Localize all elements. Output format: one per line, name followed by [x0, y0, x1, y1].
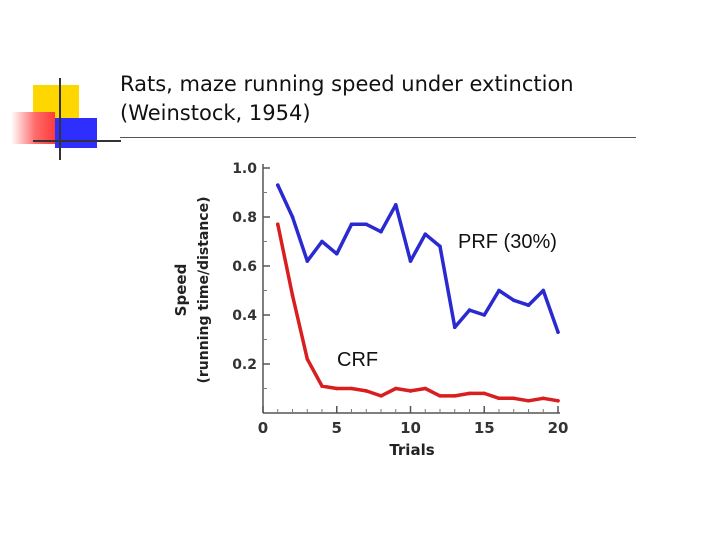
prf-data-point: [467, 308, 472, 312]
crf-data-point: [541, 396, 546, 401]
crf-data-point: [393, 386, 398, 391]
crf-data-point: [467, 391, 472, 396]
chart-axes: 0.2 0.4 0.6 0.8 1.0 0 5 10 15 20: [232, 161, 568, 437]
prf-data-point: [290, 215, 295, 219]
deco-horizontal-line: [33, 140, 121, 142]
deco-red-square: [11, 112, 55, 144]
chart-series: [275, 183, 560, 403]
crf-data-point: [482, 391, 487, 396]
crf-series-line: [276, 222, 560, 403]
crf-data-point: [438, 394, 442, 398]
crf-data-point: [290, 293, 295, 298]
prf-data-point: [334, 251, 339, 256]
prf-data-point: [556, 330, 560, 334]
prf-data-point: [482, 313, 487, 317]
deco-blue-square: [55, 118, 97, 148]
crf-data-point: [511, 396, 516, 401]
slide-title-line-1: Rats, maze running speed under extinctio…: [120, 72, 574, 96]
prf-data-point: [379, 229, 383, 234]
crf-data-point: [526, 398, 531, 403]
prf-data-point: [275, 183, 280, 187]
y-axis-sublabel: (running time/distance): [196, 196, 212, 383]
crf-data-point: [497, 396, 501, 401]
x-tick-label: 5: [332, 419, 342, 437]
prf-data-point: [305, 259, 310, 263]
crf-data-point: [334, 386, 339, 391]
x-axis-label: Trials: [389, 441, 434, 459]
crf-data-point: [452, 394, 457, 398]
prf-data-point: [511, 298, 516, 303]
crf-data-point: [349, 386, 354, 391]
crf-annotation: CRF: [337, 349, 378, 371]
slide-title-line-2: (Weinstock, 1954): [120, 101, 311, 125]
y-axis-label: Speed: [172, 264, 190, 317]
crf-data-point: [408, 389, 413, 393]
prf-series-line: [276, 183, 560, 334]
title-divider: [120, 137, 636, 138]
crf-data-point: [275, 222, 280, 227]
crf-data-point: [423, 386, 428, 391]
slide-title: Rats, maze running speed under extinctio…: [120, 70, 640, 128]
x-tick-label: 20: [548, 419, 569, 437]
prf-data-point: [408, 259, 413, 263]
crf-data-point: [556, 398, 560, 403]
crf-data-point: [379, 394, 383, 398]
x-tick-label: 15: [474, 419, 495, 437]
y-tick-label: 0.8: [232, 210, 257, 226]
prf-data-point: [423, 232, 428, 236]
prf-data-point: [438, 244, 442, 249]
prf-data-point: [349, 222, 354, 227]
prf-data-point: [541, 288, 546, 293]
x-tick-label: 0: [258, 419, 268, 437]
deco-vertical-line: [59, 78, 61, 160]
x-tick-label: 10: [400, 419, 421, 437]
prf-data-point: [526, 303, 531, 308]
prf-data-point: [393, 202, 398, 207]
y-tick-label: 0.2: [232, 357, 257, 373]
prf-data-point: [497, 288, 501, 293]
y-tick-label: 0.6: [232, 259, 257, 275]
prf-data-point: [364, 222, 369, 227]
crf-data-point: [305, 357, 310, 361]
crf-data-point: [364, 389, 369, 393]
y-tick-label: 0.4: [232, 308, 257, 324]
prf-data-point: [320, 239, 324, 244]
prf-annotation: PRF (30%): [458, 231, 557, 253]
y-tick-label: 1.0: [232, 161, 257, 177]
prf-data-point: [452, 325, 457, 330]
crf-data-point: [320, 384, 324, 388]
